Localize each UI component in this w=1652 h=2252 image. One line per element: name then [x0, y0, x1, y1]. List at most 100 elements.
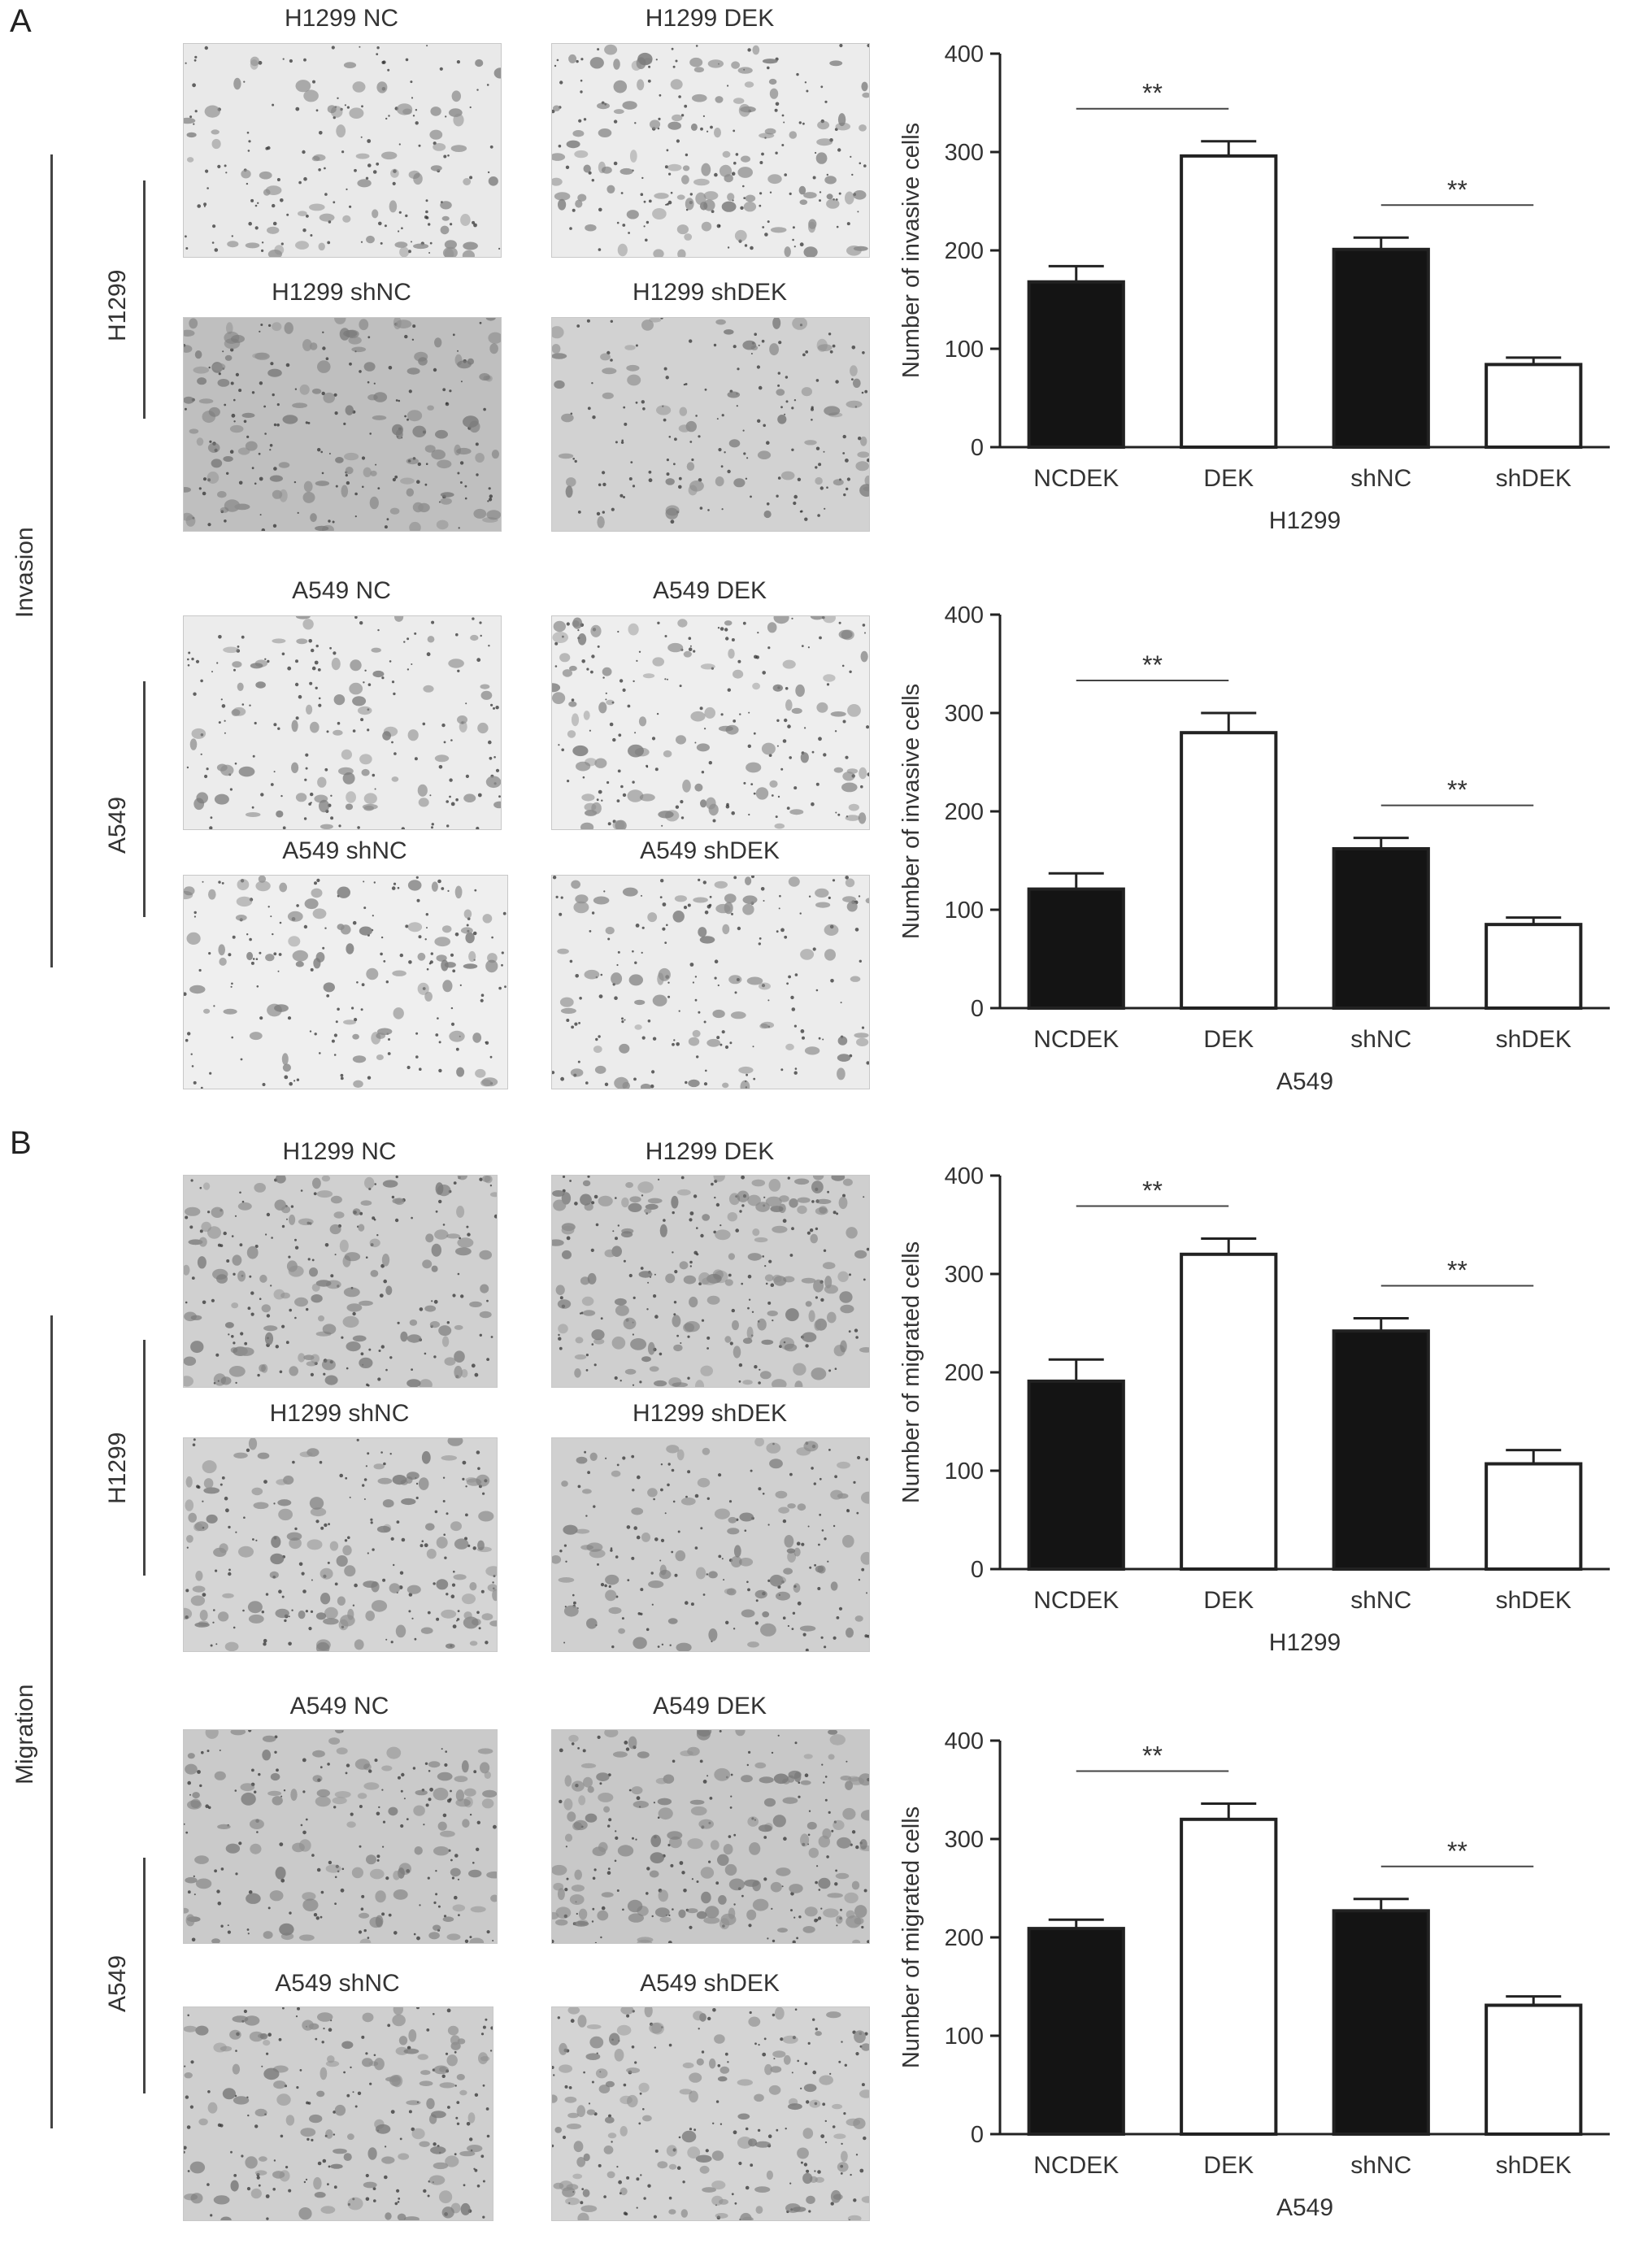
bar-shdek — [1485, 363, 1583, 449]
bar-dek — [1180, 731, 1278, 1010]
y-tick-label: 300 — [945, 140, 984, 166]
significance-label: ** — [1447, 1837, 1467, 1866]
invasion-a549-label: A549 — [104, 796, 131, 854]
significance-label: ** — [1142, 1176, 1163, 1205]
bar-ncdek — [1027, 1379, 1125, 1572]
y-tick-label: 300 — [945, 1827, 984, 1853]
x-tick-label: DEK — [1203, 2152, 1254, 2179]
y-tick-label: 300 — [945, 1262, 984, 1288]
invasion-h1299-shnc-micrograph — [183, 317, 502, 532]
x-axis-label: A549 — [1276, 2194, 1333, 2221]
chart-migration-h1299: 0 100 200 300 400 Number of migrated cells NCD… — [886, 1163, 1618, 1683]
invasion-h1299-label: H1299 — [104, 269, 131, 341]
migration-a549-shnc-micrograph — [183, 2006, 493, 2221]
x-tick-label: shDEK — [1496, 2152, 1572, 2179]
invasion-a549-dek-micrograph — [551, 615, 870, 830]
chart-svg: 0 100 200 300 400 Number of invasive cells NCD… — [898, 602, 1610, 1095]
x-tick-label: shNC — [1350, 2152, 1411, 2179]
y-tick-label: 200 — [945, 1925, 984, 1951]
bar-ncdek — [1027, 280, 1125, 449]
invasion-h1299-shnc-caption: H1299 shNC — [272, 279, 411, 306]
x-tick-label: NCDEK — [1033, 1587, 1119, 1614]
x-axis-label: A549 — [1276, 1068, 1333, 1095]
migration-a549-nc-micrograph — [183, 1729, 498, 1944]
invasion-a549-shdek-caption: A549 shDEK — [640, 837, 780, 864]
significance-label: ** — [1447, 776, 1467, 805]
significance-label: ** — [1142, 650, 1163, 680]
x-tick-label: DEK — [1203, 1587, 1254, 1614]
y-tick-label: 100 — [945, 337, 984, 363]
invasion-a549-shnc-caption: A549 shNC — [282, 837, 407, 864]
invasion-h1299-bracket — [143, 180, 146, 419]
y-tick-label: 300 — [945, 701, 984, 727]
x-axis-label: H1299 — [1269, 507, 1341, 534]
bar-dek — [1180, 1817, 1278, 2137]
y-tick-label: 400 — [945, 1163, 984, 1189]
migration-label: Migration — [11, 1684, 38, 1785]
invasion-h1299-shdek-micrograph — [551, 317, 870, 532]
significance-label: ** — [1447, 1255, 1467, 1285]
y-tick-label: 400 — [945, 602, 984, 628]
significance-label: ** — [1447, 175, 1467, 204]
bar-shdek — [1485, 923, 1583, 1010]
invasion-bracket — [50, 154, 53, 967]
bar-dek — [1180, 154, 1278, 449]
invasion-h1299-nc-caption: H1299 NC — [284, 5, 399, 32]
bar-shdek — [1485, 2003, 1583, 2136]
migration-a549-shnc-caption: A549 shNC — [275, 1970, 400, 1997]
migration-h1299-bracket — [143, 1340, 146, 1576]
y-tick-label: 100 — [945, 1459, 984, 1485]
y-tick-label: 100 — [945, 2024, 984, 2050]
invasion-a549-nc-caption: A549 NC — [292, 577, 391, 604]
invasion-h1299-shdek-caption: H1299 shDEK — [632, 279, 788, 306]
migration-h1299-nc-caption: H1299 NC — [282, 1138, 397, 1165]
significance-label: ** — [1142, 1741, 1163, 1770]
y-axis-label: Number of invasive cells — [898, 123, 924, 378]
migration-a549-nc-caption: A549 NC — [289, 1693, 389, 1719]
migration-a549-shdek-micrograph — [551, 2006, 870, 2221]
invasion-a549-shnc-micrograph — [183, 875, 508, 1089]
y-axis-label: Number of invasive cells — [898, 684, 924, 939]
chart-svg: 0 100 200 300 400 Number of invasive cells NCD… — [898, 41, 1610, 534]
migration-h1299-shdek-micrograph — [551, 1437, 870, 1652]
y-tick-label: 0 — [971, 435, 984, 461]
migration-h1299-shnc-micrograph — [183, 1437, 498, 1652]
invasion-h1299-dek-micrograph — [551, 43, 870, 258]
y-tick-label: 400 — [945, 41, 984, 67]
migration-h1299-dek-micrograph — [551, 1175, 870, 1388]
x-tick-label: DEK — [1203, 1026, 1254, 1053]
x-tick-label: shDEK — [1496, 1587, 1572, 1614]
significance-label: ** — [1142, 79, 1163, 108]
y-tick-label: 200 — [945, 799, 984, 825]
migration-h1299-label: H1299 — [104, 1432, 131, 1504]
bar-dek — [1180, 1252, 1278, 1572]
y-tick-label: 400 — [945, 1728, 984, 1754]
panel-letter-a: A — [10, 3, 32, 39]
migration-h1299-nc-micrograph — [183, 1175, 498, 1388]
invasion-h1299-dek-caption: H1299 DEK — [645, 5, 775, 32]
panel-letter-b: B — [10, 1125, 32, 1161]
invasion-a549-dek-caption: A549 DEK — [652, 577, 767, 604]
y-tick-label: 0 — [971, 2122, 984, 2148]
bar-shnc — [1332, 1909, 1430, 2137]
y-tick-label: 0 — [971, 996, 984, 1022]
chart-svg: 0 100 200 300 400 Number of migrated cells NCD… — [898, 1163, 1610, 1656]
chart-invasion-a549: 0 100 200 300 400 Number of invasive cells NCD… — [886, 602, 1618, 1122]
y-axis-label: Number of migrated cells — [898, 1806, 924, 2068]
invasion-label: Invasion — [11, 527, 38, 618]
chart-migration-a549: 0 100 200 300 400 Number of migrated cells NCD… — [886, 1728, 1618, 2248]
y-tick-label: 200 — [945, 238, 984, 264]
x-tick-label: NCDEK — [1033, 2152, 1119, 2179]
x-tick-label: DEK — [1203, 465, 1254, 492]
migration-a549-label: A549 — [104, 1954, 131, 2012]
migration-bracket — [50, 1315, 53, 2128]
chart-invasion-h1299: 0 100 200 300 400 Number of invasive cells NCD… — [886, 41, 1618, 561]
bar-ncdek — [1027, 887, 1125, 1010]
x-tick-label: NCDEK — [1033, 1026, 1119, 1053]
x-tick-label: shNC — [1350, 1587, 1411, 1614]
y-tick-label: 200 — [945, 1360, 984, 1386]
y-axis-label: Number of migrated cells — [898, 1241, 924, 1503]
bar-shnc — [1332, 1329, 1430, 1571]
y-tick-label: 100 — [945, 898, 984, 924]
migration-a549-dek-caption: A549 DEK — [652, 1693, 767, 1719]
